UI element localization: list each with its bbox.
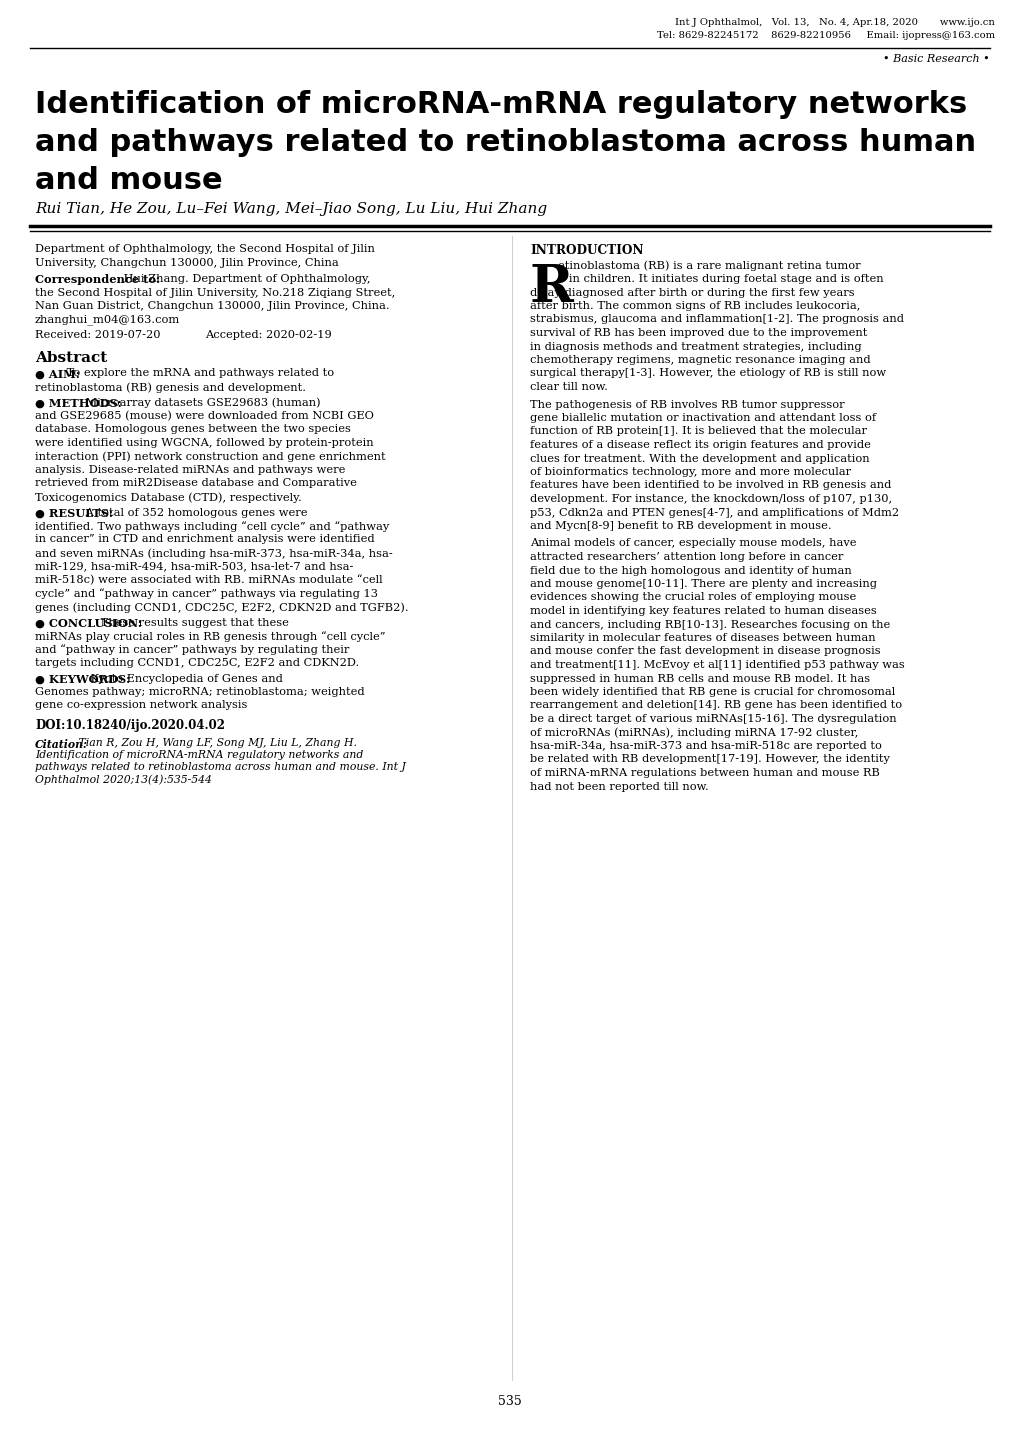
- Text: delay-diagnosed after birth or during the first few years: delay-diagnosed after birth or during th…: [530, 287, 854, 297]
- Text: of miRNA-mRNA regulations between human and mouse RB: of miRNA-mRNA regulations between human …: [530, 768, 879, 778]
- Text: To explore the mRNA and pathways related to: To explore the mRNA and pathways related…: [63, 369, 334, 379]
- Text: Correspondence to:: Correspondence to:: [35, 275, 160, 285]
- Text: ● METHODS:: ● METHODS:: [35, 398, 121, 409]
- Text: and GSE29685 (mouse) were downloaded from NCBI GEO: and GSE29685 (mouse) were downloaded fro…: [35, 410, 374, 422]
- Text: attracted researchers’ attention long before in cancer: attracted researchers’ attention long be…: [530, 552, 843, 562]
- Text: R: R: [530, 263, 574, 313]
- Text: clues for treatment. With the development and application: clues for treatment. With the developmen…: [530, 453, 869, 463]
- Text: Citation:: Citation:: [35, 738, 88, 749]
- Text: Toxicogenomics Database (CTD), respectively.: Toxicogenomics Database (CTD), respectiv…: [35, 492, 302, 502]
- Text: the Second Hospital of Jilin University, No.218 Ziqiang Street,: the Second Hospital of Jilin University,…: [35, 287, 395, 297]
- Text: and mouse: and mouse: [35, 166, 222, 194]
- Text: function of RB protein[1]. It is believed that the molecular: function of RB protein[1]. It is believe…: [530, 426, 866, 436]
- Text: be a direct target of various miRNAs[15-16]. The dysregulation: be a direct target of various miRNAs[15-…: [530, 714, 896, 724]
- Text: suppressed in human RB cells and mouse RB model. It has: suppressed in human RB cells and mouse R…: [530, 674, 869, 684]
- Text: These results suggest that these: These results suggest that these: [97, 618, 288, 628]
- Text: be related with RB development[17-19]. However, the identity: be related with RB development[17-19]. H…: [530, 755, 889, 765]
- Text: strabismus, glaucoma and inflammation[1-2]. The prognosis and: strabismus, glaucoma and inflammation[1-…: [530, 315, 903, 325]
- Text: in children. It initiates during foetal stage and is often: in children. It initiates during foetal …: [557, 275, 882, 285]
- Text: retrieved from miR2Disease database and Comparative: retrieved from miR2Disease database and …: [35, 479, 357, 489]
- Text: genes (including CCND1, CDC25C, E2F2, CDKN2D and TGFB2).: genes (including CCND1, CDC25C, E2F2, CD…: [35, 602, 409, 612]
- Text: 535: 535: [497, 1396, 522, 1409]
- Text: INTRODUCTION: INTRODUCTION: [530, 245, 643, 257]
- Text: miR-518c) were associated with RB. miRNAs modulate “cell: miR-518c) were associated with RB. miRNA…: [35, 575, 382, 585]
- Text: of bioinformatics technology, more and more molecular: of bioinformatics technology, more and m…: [530, 468, 850, 478]
- Text: evidences showing the crucial roles of employing mouse: evidences showing the crucial roles of e…: [530, 592, 855, 602]
- Text: miRNAs play crucial roles in RB genesis through “cell cycle”: miRNAs play crucial roles in RB genesis …: [35, 631, 385, 642]
- Text: targets including CCND1, CDC25C, E2F2 and CDKN2D.: targets including CCND1, CDC25C, E2F2 an…: [35, 658, 359, 668]
- Text: survival of RB has been improved due to the improvement: survival of RB has been improved due to …: [530, 327, 866, 337]
- Text: • Basic Research •: • Basic Research •: [882, 54, 989, 64]
- Text: interaction (PPI) network construction and gene enrichment: interaction (PPI) network construction a…: [35, 452, 385, 462]
- Text: ● RESULTS:: ● RESULTS:: [35, 508, 113, 519]
- Text: ● AIM:: ● AIM:: [35, 369, 79, 379]
- Text: and treatment[11]. McEvoy et al[11] identified p53 pathway was: and treatment[11]. McEvoy et al[11] iden…: [530, 661, 904, 671]
- Text: chemotherapy regimens, magnetic resonance imaging and: chemotherapy regimens, magnetic resonanc…: [530, 355, 870, 365]
- Text: Int J Ophthalmol,   Vol. 13,   No. 4, Apr.18, 2020       www.ijo.cn: Int J Ophthalmol, Vol. 13, No. 4, Apr.18…: [675, 19, 994, 27]
- Text: Received: 2019-07-20: Received: 2019-07-20: [35, 330, 160, 340]
- Text: rearrangement and deletion[14]. RB gene has been identified to: rearrangement and deletion[14]. RB gene …: [530, 701, 901, 711]
- Text: development. For instance, the knockdown/loss of p107, p130,: development. For instance, the knockdown…: [530, 493, 892, 503]
- Text: surgical therapy[1-3]. However, the etiology of RB is still now: surgical therapy[1-3]. However, the etio…: [530, 369, 886, 379]
- Text: and pathways related to retinoblastoma across human: and pathways related to retinoblastoma a…: [35, 129, 975, 157]
- Text: and “pathway in cancer” pathways by regulating their: and “pathway in cancer” pathways by regu…: [35, 645, 350, 655]
- Text: retinoblastoma (RB) genesis and development.: retinoblastoma (RB) genesis and developm…: [35, 382, 306, 393]
- Text: Ophthalmol 2020;13(4):535-544: Ophthalmol 2020;13(4):535-544: [35, 775, 212, 785]
- Text: model in identifying key features related to human diseases: model in identifying key features relate…: [530, 606, 876, 616]
- Text: database. Homologous genes between the two species: database. Homologous genes between the t…: [35, 425, 351, 435]
- Text: Abstract: Abstract: [35, 352, 107, 366]
- Text: pathways related to retinoblastoma across human and mouse. Int J: pathways related to retinoblastoma acros…: [35, 762, 406, 772]
- Text: hsa-miR-34a, hsa-miR-373 and hsa-miR-518c are reported to: hsa-miR-34a, hsa-miR-373 and hsa-miR-518…: [530, 741, 881, 751]
- Text: Rui Tian, He Zou, Lu–Fei Wang, Mei–Jiao Song, Lu Liu, Hui Zhang: Rui Tian, He Zou, Lu–Fei Wang, Mei–Jiao …: [35, 202, 546, 216]
- Text: clear till now.: clear till now.: [530, 382, 607, 392]
- Text: features have been identified to be involved in RB genesis and: features have been identified to be invo…: [530, 480, 891, 490]
- Text: Tian R, Zou H, Wang LF, Song MJ, Liu L, Zhang H.: Tian R, Zou H, Wang LF, Song MJ, Liu L, …: [75, 738, 357, 748]
- Text: identified. Two pathways including “cell cycle” and “pathway: identified. Two pathways including “cell…: [35, 521, 389, 532]
- Text: etinoblastoma (RB) is a rare malignant retina tumor: etinoblastoma (RB) is a rare malignant r…: [557, 260, 860, 272]
- Text: ● CONCLUSION:: ● CONCLUSION:: [35, 618, 142, 629]
- Text: after birth. The common signs of RB includes leukocoria,: after birth. The common signs of RB incl…: [530, 300, 860, 310]
- Text: Animal models of cancer, especially mouse models, have: Animal models of cancer, especially mous…: [530, 539, 856, 549]
- Text: and mouse genome[10-11]. There are plenty and increasing: and mouse genome[10-11]. There are plent…: [530, 579, 876, 589]
- Text: similarity in molecular features of diseases between human: similarity in molecular features of dise…: [530, 633, 874, 644]
- Text: Hui Zhang. Department of Ophthalmology,: Hui Zhang. Department of Ophthalmology,: [120, 275, 371, 285]
- Text: in cancer” in CTD and enrichment analysis were identified: in cancer” in CTD and enrichment analysi…: [35, 535, 374, 545]
- Text: Kyoto Encyclopedia of Genes and: Kyoto Encyclopedia of Genes and: [88, 674, 283, 684]
- Text: and Mycn[8-9] benefit to RB development in mouse.: and Mycn[8-9] benefit to RB development …: [530, 521, 830, 531]
- Text: Genomes pathway; microRNA; retinoblastoma; weighted: Genomes pathway; microRNA; retinoblastom…: [35, 686, 364, 696]
- Text: DOI:10.18240/ijo.2020.04.02: DOI:10.18240/ijo.2020.04.02: [35, 719, 225, 732]
- Text: The pathogenesis of RB involves RB tumor suppressor: The pathogenesis of RB involves RB tumor…: [530, 399, 844, 409]
- Text: gene co-expression network analysis: gene co-expression network analysis: [35, 701, 248, 711]
- Text: ● KEYWORDS:: ● KEYWORDS:: [35, 674, 130, 685]
- Text: analysis. Disease-related miRNAs and pathways were: analysis. Disease-related miRNAs and pat…: [35, 465, 345, 475]
- Text: Department of Ophthalmology, the Second Hospital of Jilin: Department of Ophthalmology, the Second …: [35, 245, 375, 255]
- Text: Identification of microRNA-mRNA regulatory networks and: Identification of microRNA-mRNA regulato…: [35, 751, 363, 761]
- Text: Tel: 8629-82245172    8629-82210956     Email: ijopress@163.com: Tel: 8629-82245172 8629-82210956 Email: …: [656, 31, 994, 40]
- Text: p53, Cdkn2a and PTEN genes[4-7], and amplifications of Mdm2: p53, Cdkn2a and PTEN genes[4-7], and amp…: [530, 508, 898, 518]
- Text: University, Changchun 130000, Jilin Province, China: University, Changchun 130000, Jilin Prov…: [35, 257, 338, 267]
- Text: miR-129, hsa-miR-494, hsa-miR-503, hsa-let-7 and hsa-: miR-129, hsa-miR-494, hsa-miR-503, hsa-l…: [35, 562, 353, 572]
- Text: been widely identified that RB gene is crucial for chromosomal: been widely identified that RB gene is c…: [530, 686, 895, 696]
- Text: cycle” and “pathway in cancer” pathways via regulating 13: cycle” and “pathway in cancer” pathways …: [35, 589, 378, 599]
- Text: and cancers, including RB[10-13]. Researches focusing on the: and cancers, including RB[10-13]. Resear…: [530, 619, 890, 629]
- Text: zhanghui_m04@163.com: zhanghui_m04@163.com: [35, 315, 180, 325]
- Text: were identified using WGCNA, followed by protein-protein: were identified using WGCNA, followed by…: [35, 438, 373, 448]
- Text: Microarray datasets GSE29683 (human): Microarray datasets GSE29683 (human): [83, 398, 321, 408]
- Text: field due to the high homologous and identity of human: field due to the high homologous and ide…: [530, 565, 851, 575]
- Text: features of a disease reflect its origin features and provide: features of a disease reflect its origin…: [530, 440, 870, 450]
- Text: and mouse confer the fast development in disease prognosis: and mouse confer the fast development in…: [530, 646, 879, 656]
- Text: and seven miRNAs (including hsa-miR-373, hsa-miR-34a, hsa-: and seven miRNAs (including hsa-miR-373,…: [35, 548, 392, 559]
- Text: had not been reported till now.: had not been reported till now.: [530, 782, 708, 791]
- Text: Identification of microRNA-mRNA regulatory networks: Identification of microRNA-mRNA regulato…: [35, 90, 966, 119]
- Text: gene biallelic mutation or inactivation and attendant loss of: gene biallelic mutation or inactivation …: [530, 413, 875, 423]
- Text: Nan Guan District, Changchun 130000, Jilin Province, China.: Nan Guan District, Changchun 130000, Jil…: [35, 300, 389, 310]
- Text: Accepted: 2020-02-19: Accepted: 2020-02-19: [205, 330, 331, 340]
- Text: of microRNAs (miRNAs), including miRNA 17-92 cluster,: of microRNAs (miRNAs), including miRNA 1…: [530, 728, 858, 738]
- Text: A total of 352 homologous genes were: A total of 352 homologous genes were: [83, 508, 308, 518]
- Text: in diagnosis methods and treatment strategies, including: in diagnosis methods and treatment strat…: [530, 342, 861, 352]
